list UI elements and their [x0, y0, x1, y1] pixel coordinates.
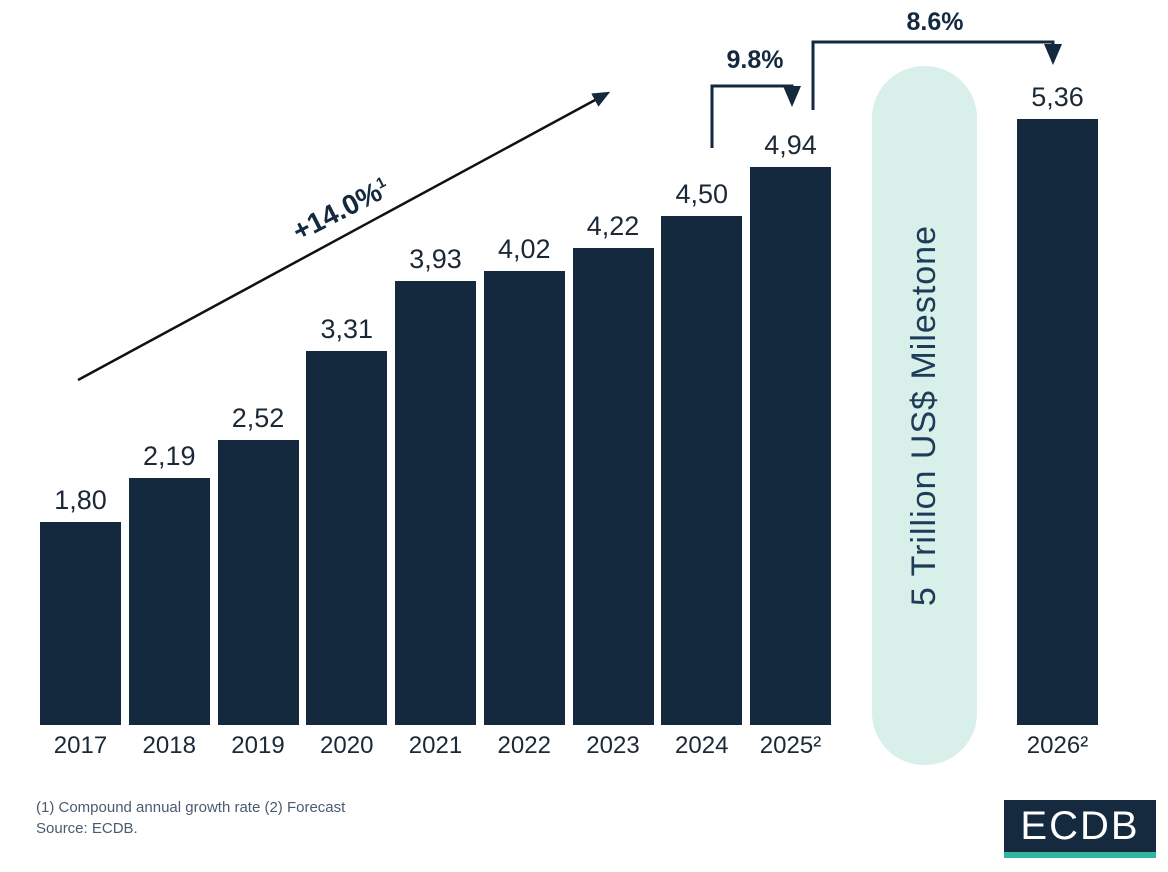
bar-value-label: 5,36: [1031, 82, 1084, 112]
x-axis-label: 2018: [142, 732, 196, 759]
x-axis-label: 2026²: [1026, 732, 1089, 759]
bar-2024: [661, 216, 743, 725]
x-axis-label: 2022: [497, 732, 551, 759]
bar-2023: [572, 248, 654, 725]
x-axis-label: 2023: [586, 732, 640, 759]
bar-value-label: 1,80: [54, 485, 107, 515]
bar-value-label: 2,19: [142, 441, 196, 471]
milestone-band: 5 Trillion US$ Milestone: [872, 66, 977, 765]
x-axis-label: 2017: [53, 732, 108, 759]
bar-value-label: 4,50: [675, 179, 729, 209]
cagr-value: +14.0%: [287, 175, 387, 247]
bar-value-label: 2,52: [231, 403, 285, 433]
bar-value-label: 4,22: [586, 211, 640, 241]
bar-value-label: 3,31: [320, 314, 374, 344]
footnote-line-2: Source: ECDB.: [36, 820, 138, 837]
bar-2021: [395, 281, 476, 725]
bar-2022: [483, 271, 565, 725]
milestone-label: 5 Trillion US$ Milestone: [905, 224, 943, 607]
growth-label-2024-2025: 9.8%: [726, 46, 784, 74]
ecdb-logo-text: ECDB: [1020, 803, 1140, 848]
bar-2026²: [1017, 119, 1098, 725]
x-axis-label: 2024: [675, 732, 729, 759]
footnote-line-1: (1) Compound annual growth rate (2) Fore…: [36, 799, 346, 816]
bar-2025²: [750, 167, 831, 725]
x-axis-label: 2021: [408, 732, 463, 759]
bar-2017: [40, 522, 121, 725]
ecdb-logo: ECDB: [1004, 800, 1156, 858]
bar-2020: [306, 351, 388, 725]
bar-2019: [217, 440, 299, 725]
bar-value-label: 4,94: [764, 130, 817, 160]
growth-label-2025-2026: 8.6%: [906, 8, 964, 36]
footnotes: (1) Compound annual growth rate (2) Fore…: [36, 797, 345, 839]
x-axis-label: 2019: [231, 732, 285, 759]
bar-2018: [128, 478, 210, 725]
x-axis-label: 2020: [320, 732, 374, 759]
x-axis-label: 2025²: [759, 732, 822, 759]
